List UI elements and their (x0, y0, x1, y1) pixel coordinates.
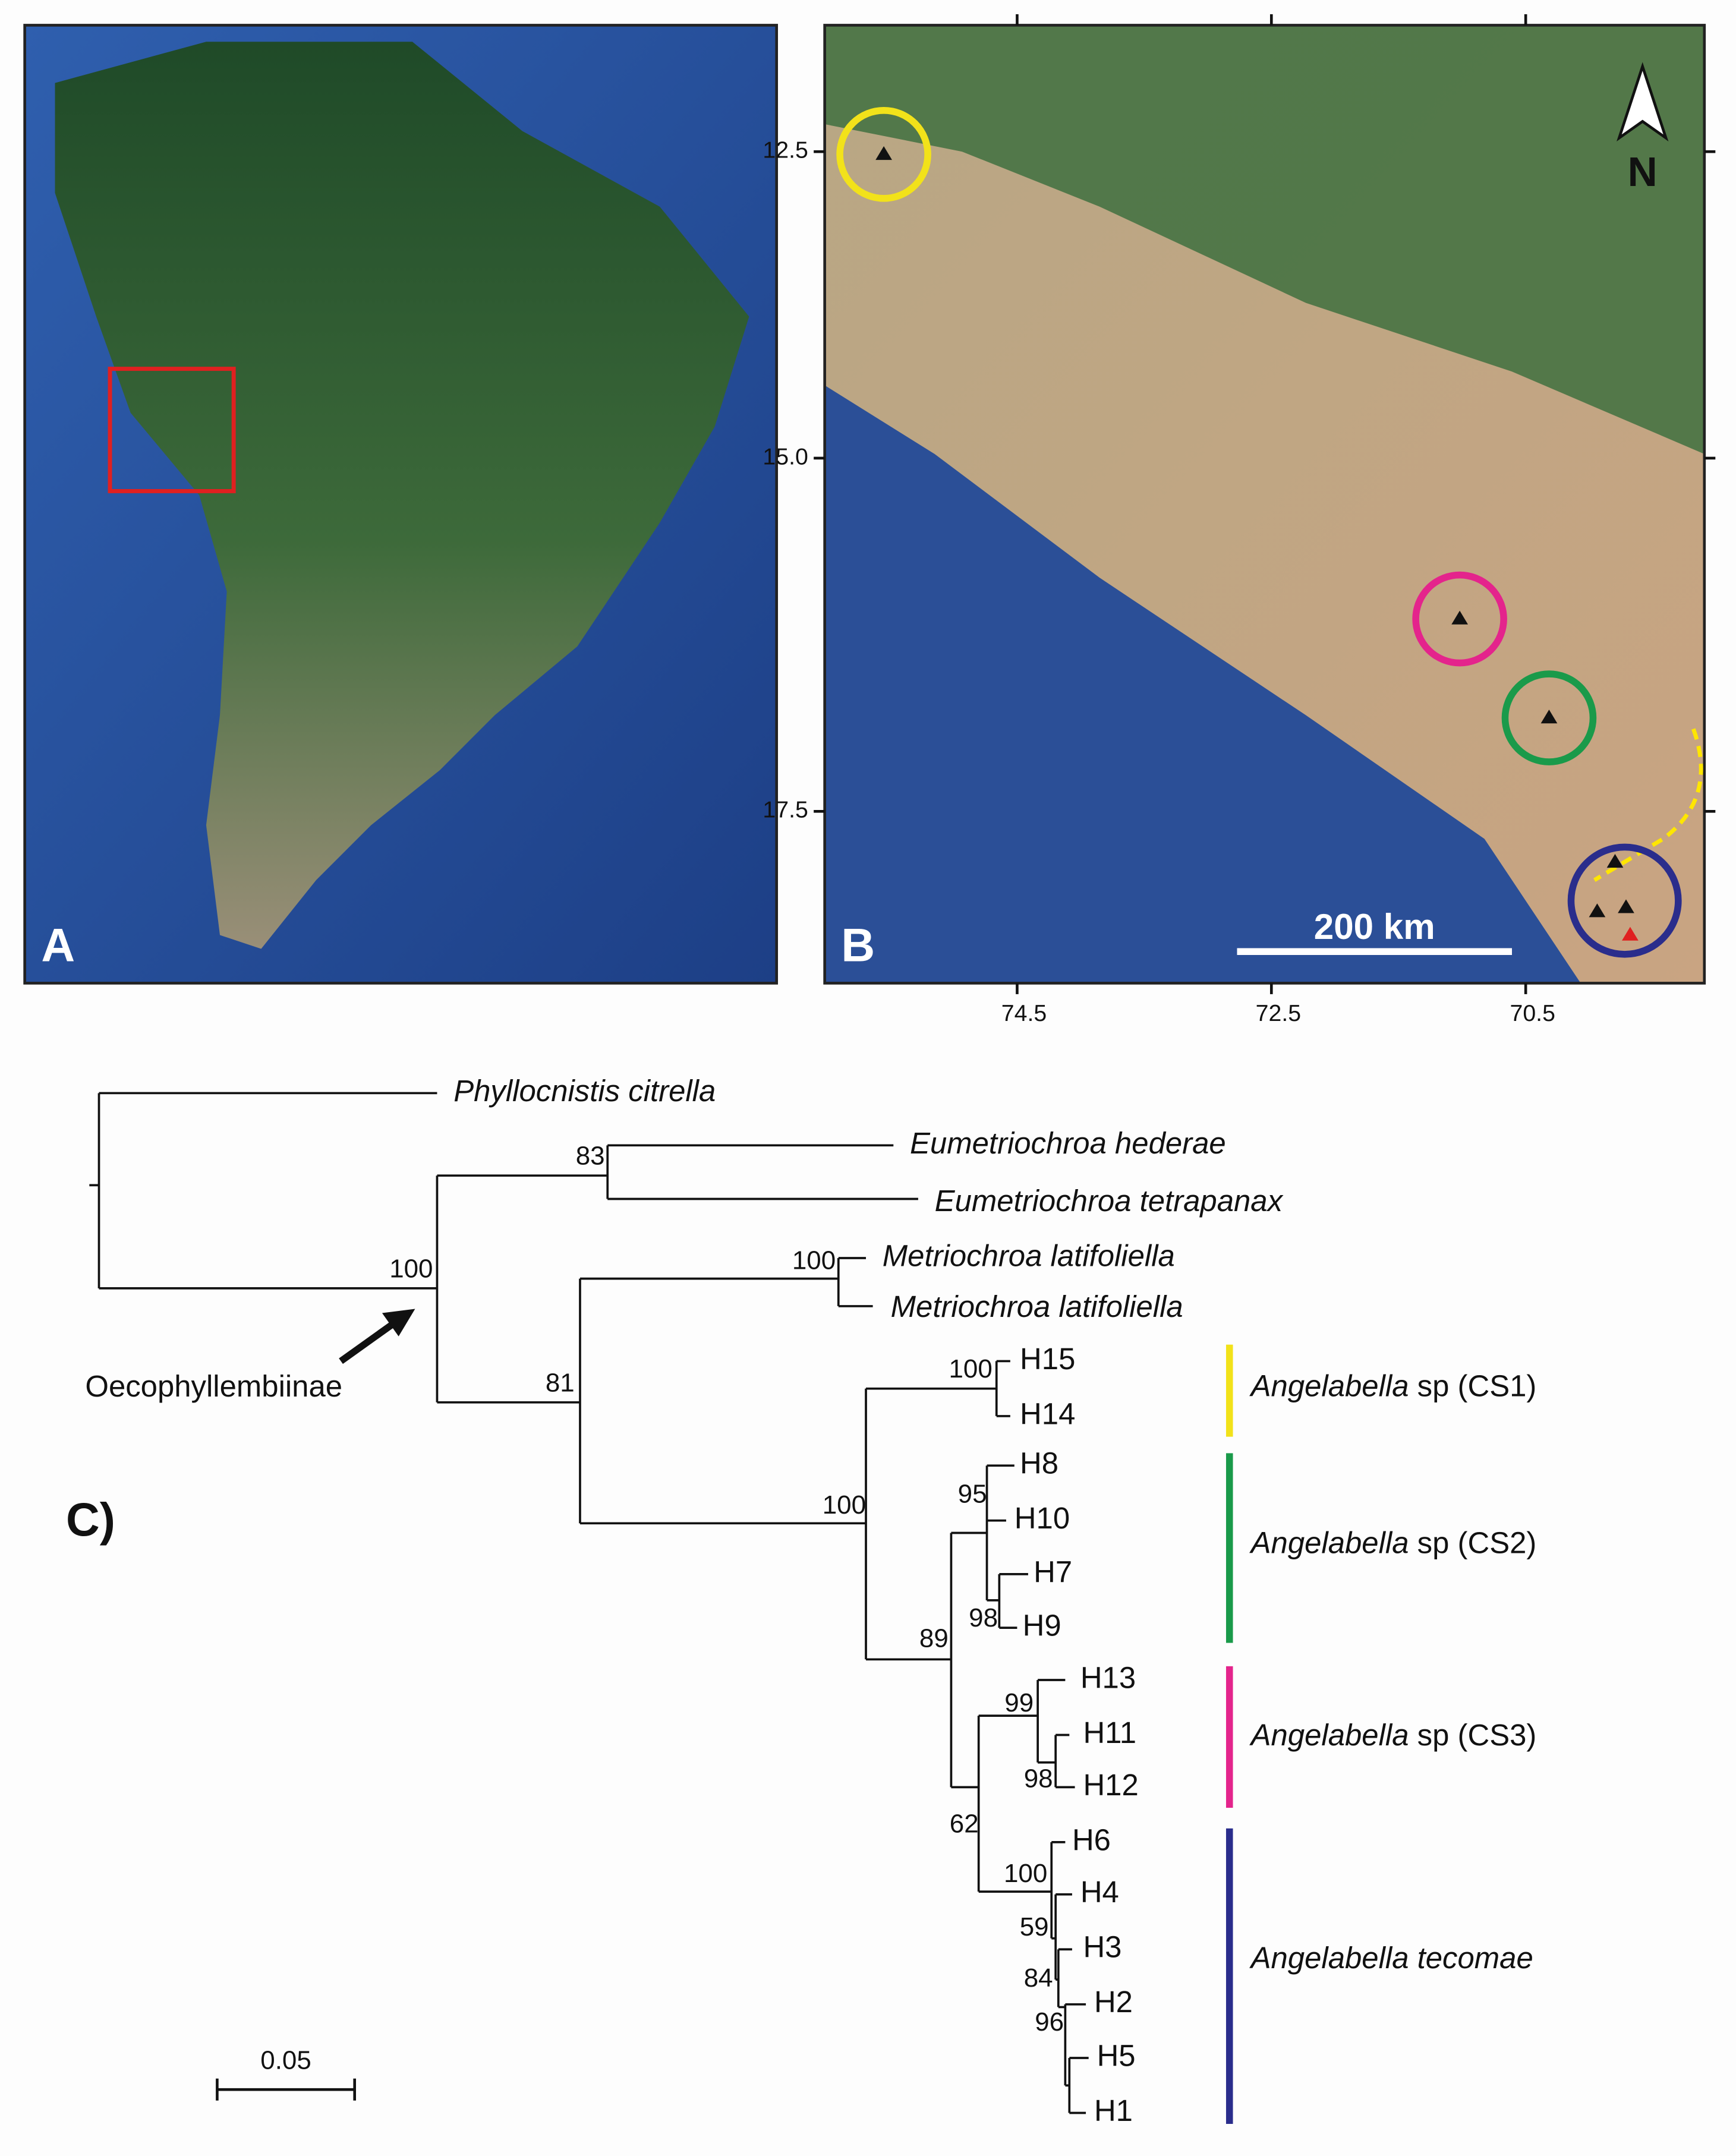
sites (875, 146, 1639, 941)
arrow (339, 1317, 401, 1364)
panel-label: A (41, 919, 75, 971)
clade-label: Angelabella sp (CS2) (1249, 1526, 1537, 1560)
x-tick-label: 70.5 (1510, 1000, 1555, 1026)
support-value: 98 (969, 1603, 998, 1632)
map-a: A (23, 24, 779, 985)
y-tick-label: 17.5 (763, 797, 808, 823)
support-value: 99 (1004, 1688, 1034, 1717)
support-value: 100 (389, 1254, 433, 1283)
tip-label: H13 (1080, 1660, 1136, 1694)
y-tick-label: 12.5 (763, 137, 808, 163)
site-circle (1567, 843, 1682, 958)
tip-label: H3 (1083, 1930, 1121, 1964)
clade-label: Angelabella sp (CS1) (1249, 1369, 1537, 1403)
clade-label: Angelabella tecomae (1249, 1941, 1533, 1975)
tip-label: H14 (1020, 1397, 1075, 1430)
support-value: 81 (546, 1368, 575, 1397)
y-tick-label: 15.0 (763, 443, 808, 469)
tree-branches (89, 1092, 1089, 2114)
support-value: 100 (1004, 1859, 1047, 1888)
south-america (55, 42, 749, 949)
support-value: 84 (1024, 1963, 1053, 1993)
map-b: 12.5 15.0 17.5 74.5 72.5 70.5 N 200 km B (763, 14, 1716, 1026)
site-circle (836, 107, 931, 202)
tip-label: H2 (1094, 1985, 1133, 2019)
north-arrow (1617, 62, 1669, 141)
support-value: 62 (950, 1810, 979, 1839)
clade-bar (1225, 1344, 1233, 1437)
support-value: 95 (958, 1480, 987, 1509)
taxon-label: Eumetriochroa tetrapanax (935, 1184, 1284, 1218)
site-circle (1501, 670, 1597, 765)
support-value: 59 (1020, 1912, 1049, 1941)
clade-bar (1225, 1828, 1233, 2125)
tick-marks (814, 14, 1716, 994)
x-tick-label: 72.5 (1256, 1000, 1301, 1026)
support-value: 83 (576, 1142, 605, 1171)
scale-label: 200 km (1314, 907, 1435, 947)
support-value: 100 (823, 1490, 866, 1520)
arrow-head (382, 1309, 415, 1337)
site-circle (1412, 571, 1507, 667)
support-values: 100 83 81 100 100 100 95 98 89 62 99 98 100 59 84 96 (389, 1142, 1064, 2037)
tip-label: H5 (1097, 2038, 1136, 2072)
taxon-label: Metriochroa latifoliella (883, 1238, 1175, 1272)
subfamily-label: Oecophyllembiinae (85, 1369, 342, 1403)
tip-label: H11 (1083, 1716, 1136, 1750)
support-value: 98 (1024, 1764, 1053, 1793)
panel-label: B (841, 919, 875, 971)
tip-label: H6 (1072, 1823, 1111, 1856)
tip-labels: H15 H14 H8 H10 H7 H9 H13 H11 H12 H6 H4 H3 H2 H5 H1 (1014, 1342, 1139, 2127)
support-value: 96 (1035, 2007, 1064, 2037)
tip-label: H10 (1014, 1501, 1070, 1535)
support-value: 89 (919, 1624, 949, 1653)
forest (824, 25, 1705, 455)
clade-label: Angelabella sp (CS3) (1249, 1719, 1537, 1752)
tip-label: H12 (1083, 1768, 1138, 1802)
taxon-label: Eumetriochroa hederae (910, 1126, 1226, 1160)
scale-label: 0.05 (260, 2046, 311, 2075)
tip-label: H8 (1020, 1446, 1058, 1480)
tip-label: H7 (1034, 1555, 1072, 1588)
panel-label: C) (66, 1493, 115, 1546)
frame (823, 24, 1706, 985)
study-area-box (108, 367, 236, 493)
border (1593, 728, 1703, 882)
clade-bar (1225, 1666, 1233, 1808)
support-value: 100 (949, 1354, 992, 1383)
tip-label: H4 (1080, 1875, 1119, 1909)
north-label: N (1628, 149, 1658, 195)
tip-label: H9 (1023, 1609, 1061, 1643)
ocean (824, 385, 1581, 984)
tip-label: H15 (1020, 1342, 1075, 1376)
taxon-label: Metriochroa latifoliella (891, 1290, 1183, 1323)
clade-bar (1225, 1453, 1233, 1643)
x-tick-label: 74.5 (1001, 1000, 1047, 1026)
taxon-label: Phyllocnistis citrella (453, 1074, 716, 1108)
support-value: 100 (792, 1246, 836, 1275)
tip-label: H1 (1094, 2094, 1133, 2127)
